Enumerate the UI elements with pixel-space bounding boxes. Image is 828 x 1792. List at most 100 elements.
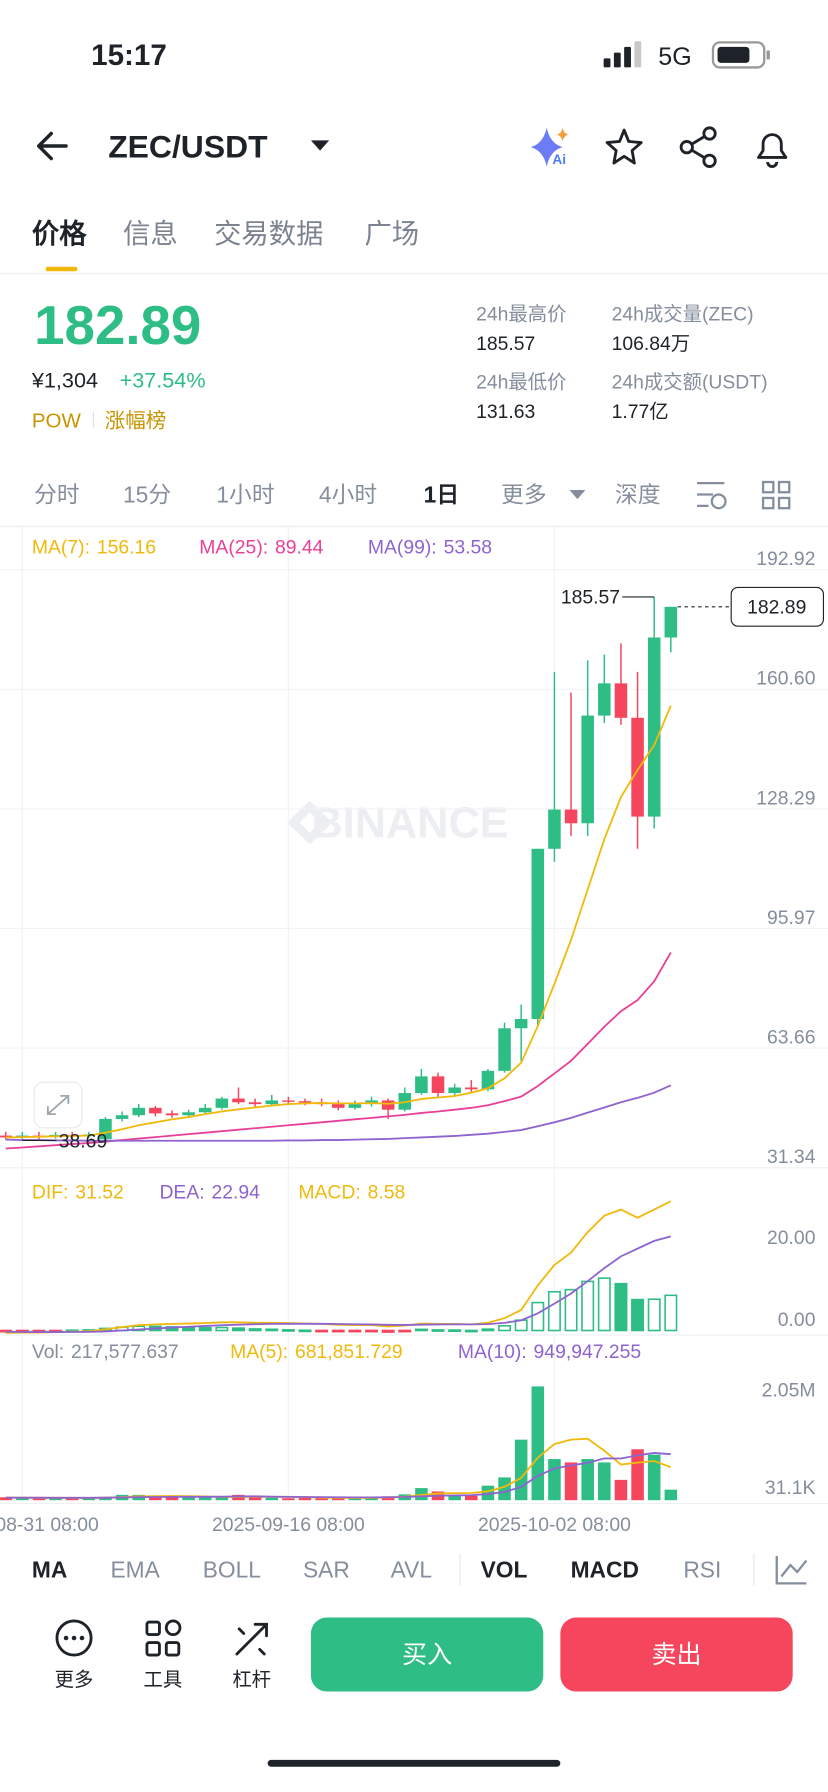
alert-button[interactable]	[757, 133, 788, 168]
candle-body	[198, 1107, 212, 1113]
volume-bar	[664, 1489, 678, 1501]
candle-body	[149, 1107, 162, 1114]
interval[interactable]: 1小时	[216, 482, 274, 508]
action-label: 更多	[55, 1669, 94, 1691]
macd-bar	[414, 1328, 428, 1332]
tab-indicator	[45, 266, 78, 272]
indicator-settings[interactable]	[775, 1556, 808, 1585]
tab[interactable]: 价格	[32, 218, 87, 249]
candle-body	[564, 809, 578, 824]
fullscreen-button[interactable]	[33, 1081, 83, 1129]
legend-value: 217,577.637	[71, 1341, 179, 1363]
candle-body	[598, 683, 611, 716]
tab[interactable]: 信息	[123, 218, 178, 249]
volume-bar	[0, 1497, 12, 1501]
more-dropdown[interactable]	[569, 489, 586, 500]
volume-bar	[514, 1439, 528, 1501]
legend-value: 949,947.255	[534, 1341, 642, 1363]
signal-icon	[603, 41, 642, 68]
candle-body	[614, 683, 628, 718]
indicator-line	[5, 1452, 671, 1499]
candle-body	[298, 1101, 312, 1103]
leverage-action[interactable]: 杠杆	[232, 1622, 271, 1691]
macd-bar	[248, 1328, 262, 1332]
interval-active[interactable]: 1日	[424, 482, 459, 508]
candle-body	[448, 1087, 461, 1094]
volume-bar	[531, 1386, 545, 1501]
interval[interactable]: 分时	[34, 482, 80, 508]
indicator[interactable]: EMA	[110, 1557, 160, 1583]
macd-bar	[614, 1282, 628, 1332]
tag[interactable]: POW	[32, 409, 82, 432]
volume-bar	[248, 1496, 262, 1501]
legend-name: MA(99):	[368, 537, 437, 559]
tab[interactable]: 交易数据	[214, 218, 323, 249]
legend-name: MACD:	[298, 1181, 360, 1203]
watermark: BINANCE	[311, 799, 508, 847]
interval[interactable]: 4小时	[319, 482, 377, 508]
interval[interactable]: 深度	[615, 482, 661, 508]
indicator-line	[5, 1084, 672, 1142]
candle-body	[415, 1076, 428, 1094]
candle-body	[531, 848, 545, 1020]
buy-button[interactable]	[310, 1617, 544, 1692]
legend-entry: DIF: 31.52	[32, 1181, 124, 1203]
settings-icon[interactable]	[697, 481, 727, 510]
macd-bar	[315, 1329, 329, 1333]
macd-bar	[547, 1290, 561, 1332]
legend-name: MA(10):	[458, 1341, 527, 1363]
more-action[interactable]: 更多	[55, 1619, 94, 1691]
y-tick-label: 31.34	[767, 1146, 816, 1168]
indicator-active[interactable]: VOL	[481, 1557, 528, 1583]
pair-dropdown[interactable]	[310, 140, 330, 151]
stat-label: 24h最低价	[476, 372, 566, 394]
volume-bar	[564, 1462, 578, 1501]
share-button[interactable]	[679, 126, 717, 168]
interval[interactable]: 15分	[123, 482, 171, 508]
y-tick-label: 128.29	[756, 787, 815, 809]
x-tick-label: 2025-10-02 08:00	[478, 1514, 631, 1536]
macd-bar	[647, 1298, 661, 1332]
volume-bar	[614, 1479, 628, 1501]
candle-body	[115, 1115, 129, 1119]
legend-entry: MA(10): 949,947.255	[458, 1341, 641, 1363]
back-button[interactable]	[37, 131, 68, 161]
pair-title[interactable]: ZEC/USDT	[108, 128, 268, 164]
indicator-active[interactable]: MACD	[571, 1557, 639, 1583]
macd-bar	[348, 1329, 362, 1333]
macd-bar	[531, 1301, 545, 1332]
candle-body	[132, 1107, 145, 1116]
favorite-button[interactable]	[605, 128, 643, 165]
layout-icon[interactable]	[761, 480, 791, 510]
legend-entry: MA(25): 89.44	[199, 537, 323, 559]
legend-value: 89.44	[275, 537, 324, 559]
y-tick-label: 63.66	[767, 1026, 815, 1048]
volume-bar	[348, 1498, 362, 1501]
ai-button[interactable]: Ai	[530, 127, 569, 167]
y-tick-label: 0.00	[778, 1309, 816, 1331]
legend-entry: MA(5): 681,851.729	[230, 1341, 403, 1363]
candle-body	[498, 1028, 511, 1071]
sell-button[interactable]	[560, 1617, 793, 1692]
last-price-box	[730, 586, 825, 627]
legend-name: MA(7):	[32, 537, 90, 559]
volume-bar	[498, 1477, 511, 1501]
legend-value: 31.52	[75, 1181, 123, 1203]
legend-value: 681,851.729	[295, 1341, 403, 1363]
volume-bar	[581, 1459, 594, 1501]
indicator[interactable]: BOLL	[203, 1557, 261, 1583]
indicator[interactable]: RSI	[683, 1557, 721, 1583]
last-price-label: 182.89	[747, 597, 806, 619]
legend-name: MA(5):	[230, 1341, 288, 1363]
buy-label: 买入	[402, 1641, 452, 1669]
indicator[interactable]: SAR	[303, 1557, 350, 1583]
indicator[interactable]: AVL	[391, 1557, 432, 1583]
volume-bar	[331, 1497, 345, 1501]
macd-bar	[331, 1329, 345, 1333]
volume-bar	[149, 1496, 162, 1501]
indicator-active[interactable]: MA	[32, 1557, 67, 1583]
interval[interactable]: 更多	[501, 482, 547, 508]
tag[interactable]: 涨幅榜	[105, 409, 167, 432]
tab[interactable]: 广场	[364, 218, 419, 249]
tools-action[interactable]: 工具	[144, 1619, 183, 1691]
